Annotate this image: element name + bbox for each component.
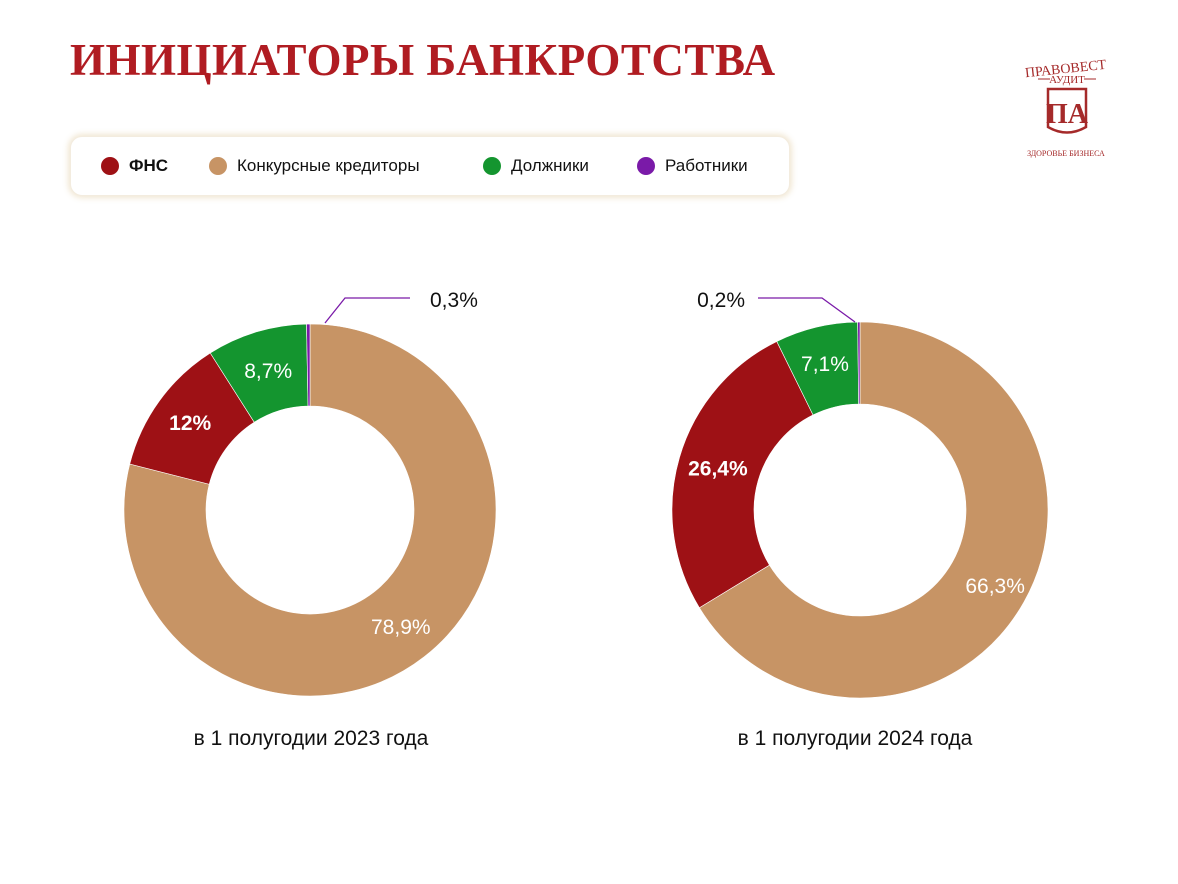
data-label-creditors-1: 66,3%: [965, 575, 1025, 598]
data-label-workers-0: 0,3%: [430, 289, 478, 312]
data-label-creditors-0: 78,9%: [371, 616, 431, 639]
logo-bottom-text: ЗДОРОВЬЕ БИЗНЕСА: [1027, 149, 1105, 158]
legend-dot-debtors: [483, 157, 501, 175]
legend-dot-workers: [637, 157, 655, 175]
data-label-fns-1: 26,4%: [688, 458, 748, 481]
legend-label-fns: ФНС: [129, 156, 169, 175]
logo-monogram: ПА: [1046, 99, 1089, 130]
legend-item-fns: ФНС: [101, 156, 168, 176]
slice-fns-1: [671, 341, 814, 609]
legend-item-debtors: Должники: [483, 156, 589, 176]
legend-dot-creditors: [209, 157, 227, 175]
legend-dot-fns: [101, 157, 119, 175]
callout-line-workers-0: [324, 297, 410, 324]
slice-workers-0: [306, 323, 311, 407]
chart-caption-2024: в 1 полугодии 2024 года: [737, 727, 973, 750]
slice-workers-1: [857, 321, 861, 405]
data-label-debtors-1: 7,1%: [801, 353, 849, 376]
legend-label-creditors: Конкурсные кредиторы: [237, 156, 420, 175]
legend-item-creditors: Конкурсные кредиторы: [209, 156, 420, 176]
data-label-workers-1: 0,2%: [697, 289, 745, 312]
chart-caption-2023: в 1 полугодии 2023 года: [193, 727, 429, 750]
legend-label-debtors: Должники: [511, 156, 589, 175]
page-title: ИНИЦИАТОРЫ БАНКРОТСТВА: [70, 35, 776, 85]
company-logo: ПРАВОВЕСТ АУДИТ ПА ЗДОРОВЬЕ БИЗНЕСА: [1024, 58, 1107, 158]
chart-legend: ФНС Конкурсные кредиторы Должники Работн…: [70, 136, 790, 196]
legend-label-workers: Работники: [665, 156, 748, 175]
callout-line-workers-1: [758, 297, 856, 323]
slice-creditors-0: [123, 323, 497, 697]
logo-sub-text: АУДИТ: [1049, 74, 1085, 86]
data-label-fns-0: 12%: [169, 412, 211, 435]
legend-item-workers: Работники: [637, 156, 748, 176]
data-label-debtors-0: 8,7%: [244, 360, 292, 383]
slice-creditors-1: [698, 321, 1049, 699]
